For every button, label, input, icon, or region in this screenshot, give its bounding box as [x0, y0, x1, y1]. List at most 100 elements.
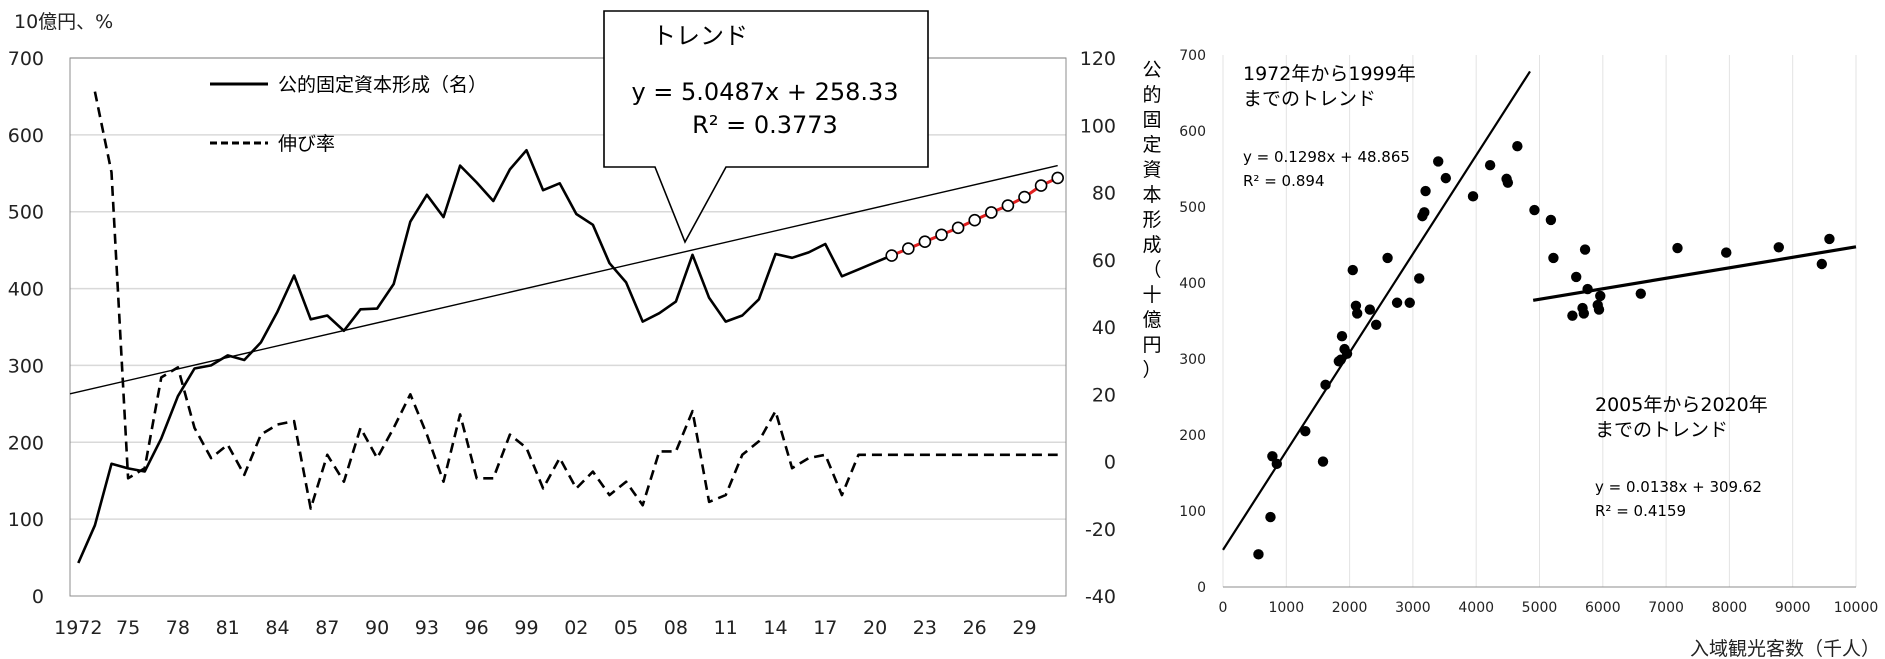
scatter-point	[1721, 247, 1732, 258]
scatter-x-tick-label: 9000	[1775, 600, 1811, 616]
scatter-point	[1347, 264, 1358, 276]
scatter-y-tick-labels: 0 100 200 300 400 500 600 700	[1179, 48, 1206, 596]
scatter-x-tick-label: 0	[1219, 600, 1228, 616]
left-y2-tick-label: 0	[1104, 452, 1116, 474]
left-x-tick-label: 14	[763, 617, 787, 639]
left-x-tick-label: 93	[415, 617, 439, 639]
right-chart: 0 100 200 300 400 500 600 700 0 1000 2000 3000 4000…	[1179, 48, 1880, 659]
left-y2-tick-label: 60	[1092, 250, 1116, 272]
scatter-x-tick-label: 3000	[1395, 600, 1431, 616]
scatter-point	[1420, 185, 1431, 197]
scatter-y-tick-label: 0	[1197, 580, 1206, 596]
scatter-point	[1440, 172, 1452, 184]
left-x-tick-label: 08	[664, 617, 688, 639]
right-axis-label: 公的固定資本形成（十億円）	[1142, 59, 1161, 381]
scatter-point	[1567, 310, 1578, 321]
trendline	[69, 164, 1058, 395]
projection-marker	[984, 206, 998, 219]
left-x-tick-label: 87	[315, 617, 339, 639]
scatter-y-tick-label: 500	[1179, 200, 1206, 216]
trend1-label: 1972年から1999年までのトレンド	[1243, 63, 1416, 110]
scatter-point	[1578, 308, 1590, 319]
left-x-tick-label: 78	[166, 617, 190, 639]
projection-marker	[968, 213, 982, 227]
trend-callout-box	[603, 10, 929, 244]
scatter-point	[1773, 242, 1784, 253]
scatter-trendline	[1222, 70, 1531, 551]
left-series-marks	[69, 91, 1064, 564]
scatter-y-tick-label: 700	[1179, 48, 1206, 64]
scatter-point	[1595, 290, 1606, 302]
left-y2-tick-label: 20	[1092, 384, 1116, 406]
scatter-point	[1512, 141, 1523, 152]
left-plot-frame	[69, 57, 1067, 597]
left-x-tick-label: 75	[116, 617, 140, 639]
scatter-point	[1579, 244, 1591, 255]
left-y-tick-label: 700	[8, 48, 44, 70]
scatter-y-tick-label: 300	[1179, 352, 1206, 368]
scatter-point	[1433, 156, 1444, 167]
scatter-point	[1391, 297, 1403, 308]
scatter-marks	[1222, 70, 1857, 560]
left-y2-tick-label: -20	[1085, 519, 1116, 541]
scatter-y-tick-label: 400	[1179, 276, 1206, 292]
scatter-x-tick-label: 8000	[1712, 600, 1748, 616]
projection-marker	[1051, 171, 1064, 185]
legend-label-public-capital: 公的固定資本形成（名）	[278, 74, 487, 96]
scatter-x-axis-label: 入域観光客数（千人）	[1690, 638, 1880, 659]
trend-callout-title: トレンド	[652, 22, 748, 50]
left-y-tick-label: 600	[8, 125, 44, 147]
trend1-r2: R² = 0.894	[1243, 172, 1324, 190]
left-y2-tick-label: 120	[1080, 48, 1116, 70]
scatter-point	[1317, 456, 1329, 467]
scatter-point	[1593, 304, 1605, 315]
trend2-equation: y = 0.0138x + 309.62	[1595, 478, 1762, 496]
scatter-point	[1484, 160, 1496, 171]
left-x-tick-label: 1972	[54, 617, 102, 639]
left-y2-tick-label: 100	[1080, 115, 1116, 137]
projection-marker	[1018, 190, 1031, 204]
left-x-tick-label: 23	[913, 617, 937, 639]
scatter-point	[1545, 214, 1557, 226]
scatter-point	[1265, 511, 1276, 523]
left-y2-tick-label: 40	[1092, 317, 1116, 339]
scatter-x-tick-label: 1000	[1268, 600, 1304, 616]
trend2-r2: R² = 0.4159	[1595, 502, 1686, 520]
left-y-tick-label: 300	[8, 355, 44, 377]
projection-marker	[885, 249, 899, 262]
left-y-tick-label: 500	[8, 202, 44, 224]
scatter-x-tick-label: 6000	[1585, 600, 1621, 616]
left-y-tick-label: 200	[8, 432, 44, 454]
scatter-x-tick-label: 2000	[1332, 600, 1368, 616]
trend-callout-r2: R² = 0.3773	[692, 111, 838, 139]
left-x-tick-label: 81	[216, 617, 240, 639]
projection-marker	[935, 228, 948, 242]
scatter-point	[1571, 271, 1582, 283]
scatter-point	[1267, 451, 1278, 462]
scatter-x-tick-label: 7000	[1648, 600, 1684, 616]
scatter-point	[1414, 273, 1425, 284]
left-y2-tick-label: 80	[1092, 183, 1116, 205]
legend-label-growth-rate: 伸び率	[278, 133, 335, 155]
scatter-x-tick-label: 4000	[1458, 600, 1494, 616]
projection-marker	[918, 235, 932, 248]
left-x-tick-label: 02	[564, 617, 588, 639]
scatter-point	[1816, 258, 1828, 270]
series-line-public-capital	[77, 148, 893, 564]
left-x-tick-label: 05	[614, 617, 638, 639]
projection-marker	[1034, 179, 1048, 192]
scatter-point	[1467, 191, 1479, 202]
scatter-point	[1635, 288, 1646, 299]
left-y-tick-label: 0	[32, 586, 44, 608]
projection-marker	[1001, 199, 1015, 212]
series-line-growth-rate	[93, 91, 1058, 510]
scatter-point	[1548, 252, 1559, 264]
left-y-tick-label: 400	[8, 279, 44, 301]
scatter-point	[1529, 204, 1540, 216]
left-x-tick-label: 20	[863, 617, 887, 639]
left-x-tick-label: 99	[514, 617, 538, 639]
left-x-tick-label: 96	[465, 617, 489, 639]
scatter-point	[1672, 242, 1683, 254]
scatter-y-tick-label: 600	[1179, 124, 1206, 140]
